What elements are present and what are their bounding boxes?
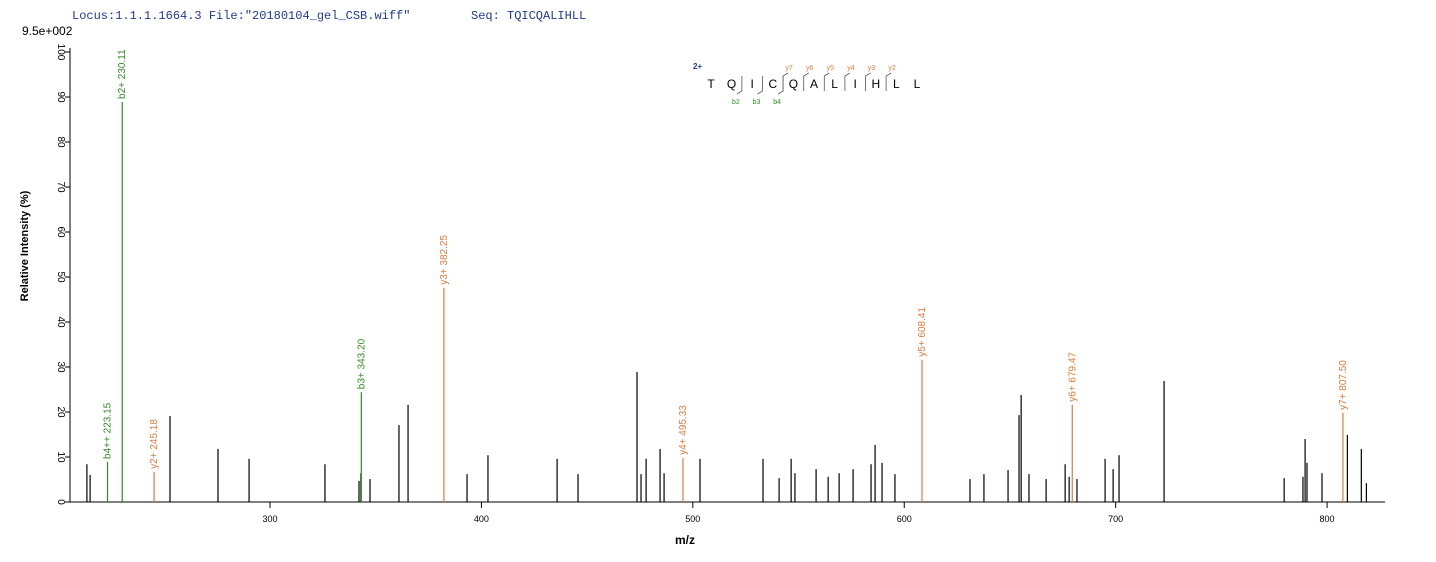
peak-label: b3+ 343.20 — [356, 338, 367, 389]
y-tick-label: 90 — [55, 91, 66, 103]
charge: 2+ — [693, 62, 702, 71]
y-axis-label: Relative Intensity (%) — [19, 190, 31, 301]
y-tick-label: 80 — [55, 136, 66, 148]
residue: T — [707, 77, 715, 91]
y-break — [803, 72, 809, 91]
y-ion-label: y2 — [888, 65, 896, 72]
peak-label: y7+ 807.50 — [1338, 360, 1349, 410]
residue: L — [831, 77, 838, 91]
peak-label: y2+ 245.18 — [149, 419, 160, 469]
y-break — [782, 72, 789, 91]
y-break — [865, 72, 871, 91]
y-tick-label: 50 — [55, 271, 66, 283]
y-tick-label: 40 — [55, 316, 66, 328]
residue: A — [810, 77, 818, 91]
x-tick-label: 700 — [1108, 514, 1123, 524]
y-tick-label: 30 — [55, 361, 66, 373]
peak-label: y4+ 495.33 — [678, 405, 689, 455]
b-ion-label: b2 — [732, 99, 740, 106]
x-axis-label: m/z — [675, 533, 695, 547]
y-ion-label: y4 — [847, 65, 855, 72]
y-tick-label: 70 — [55, 181, 66, 193]
y-break — [823, 72, 830, 91]
residue: I — [854, 77, 857, 91]
peak-label: y6+ 679.47 — [1067, 352, 1078, 402]
y-tick-label: 60 — [55, 226, 66, 238]
x-tick-label: 300 — [262, 514, 277, 524]
residue: C — [768, 77, 777, 91]
b-break — [757, 76, 763, 95]
y-tick-label: 0 — [55, 499, 66, 505]
header-locus: Locus:1.1.1.1664.3 File:"20180104_gel_CS… — [72, 9, 410, 23]
peak-label: b4++ 223.15 — [103, 402, 114, 459]
y-ion-label: y5 — [827, 65, 835, 72]
x-tick-label: 800 — [1320, 514, 1335, 524]
b-ion-label: b3 — [753, 99, 761, 106]
y-tick-label: 20 — [55, 406, 66, 418]
residue: L — [914, 77, 921, 91]
x-tick-label: 500 — [685, 514, 700, 524]
residue: Q — [789, 77, 798, 91]
residue: H — [871, 77, 880, 91]
residue: Q — [727, 77, 736, 91]
y-break — [885, 72, 892, 91]
y-tick-label: 10 — [55, 451, 66, 463]
header-seq: Seq: TQICQALIHLL — [471, 9, 586, 23]
peak-label: b2+ 230.11 — [117, 49, 128, 99]
max-intensity: 9.5e+002 — [22, 24, 73, 38]
b-break — [777, 76, 784, 95]
y-break — [844, 72, 851, 91]
residue: L — [893, 77, 900, 91]
y-ion-label: y3 — [868, 65, 876, 72]
x-tick-label: 400 — [474, 514, 489, 524]
x-tick-label: 600 — [897, 514, 912, 524]
peak-label: y5+ 608.41 — [917, 307, 928, 357]
residue: I — [751, 77, 754, 91]
y-tick-label: 100 — [55, 44, 66, 61]
b-break — [736, 76, 743, 95]
peak-label: y3+ 382.25 — [439, 235, 450, 285]
b-ion-label: b4 — [773, 99, 781, 106]
y-ion-label: y6 — [806, 65, 814, 72]
y-ion-label: y7 — [785, 65, 793, 72]
